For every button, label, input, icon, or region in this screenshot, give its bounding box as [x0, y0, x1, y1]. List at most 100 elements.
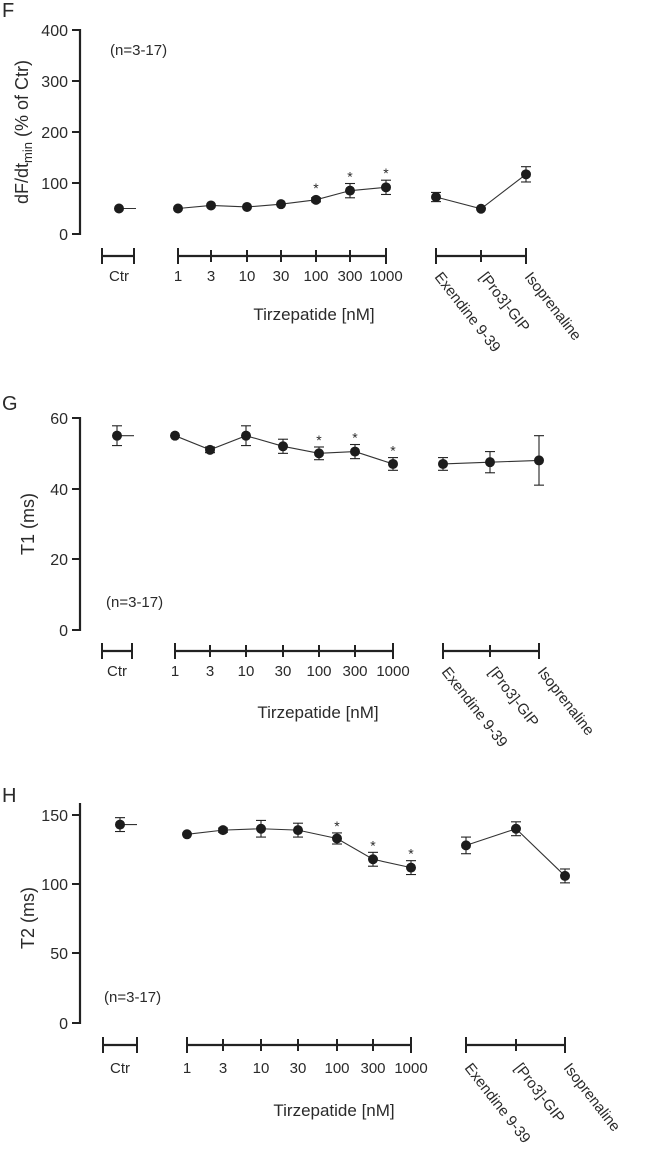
panel-h-n-label: (n=3-17) — [104, 989, 161, 1006]
panel-g-y-tick-label: 0 — [59, 623, 68, 640]
panel-h-x-tick-label-rotated: Isoprenaline — [560, 1060, 624, 1135]
panel-g-x-tick-label: 30 — [275, 663, 292, 680]
panel-g-y-axis-label: T1 (ms) — [18, 493, 38, 555]
panel-h-x-group-label: Tirzepatide [nM] — [273, 1101, 394, 1120]
data-point — [332, 833, 342, 844]
panel-f-x-tick-label: 1 — [174, 268, 182, 285]
panel-f: F (n=3-17) dF/dtmin (% of Ctr) 0 100 200… — [2, 0, 585, 356]
data-point — [182, 829, 192, 840]
panel-g-x-tick-label: Ctr — [107, 663, 127, 680]
panel-g-x-tick-label: 100 — [306, 663, 331, 680]
data-point — [311, 194, 321, 205]
data-point — [114, 203, 124, 214]
data-point — [276, 199, 286, 210]
panel-h-x-tick-label: Ctr — [110, 1060, 130, 1077]
panel-h-x-tick-label: 1 — [183, 1060, 191, 1077]
panel-f-x-tick-label: 300 — [337, 268, 362, 285]
panel-g-y-tick-label: 40 — [50, 482, 68, 499]
data-point — [278, 441, 288, 452]
data-point — [241, 430, 251, 441]
data-point — [485, 457, 495, 468]
panel-h-y-tick-label: 50 — [50, 946, 68, 963]
panel-g-y-tick-label: 60 — [50, 411, 68, 428]
data-point — [115, 819, 125, 830]
data-point — [461, 840, 471, 851]
panel-f-x-tick-label: Ctr — [109, 268, 129, 285]
panel-f-y-label-main: dF/dt — [12, 163, 32, 204]
panel-f-y-tick-label: 300 — [41, 74, 68, 91]
panel-f-y-axis-label: dF/dtmin (% of Ctr) — [12, 60, 35, 204]
data-point — [438, 458, 448, 469]
data-point — [170, 430, 180, 441]
panel-g-y-tick-label: 20 — [50, 552, 68, 569]
panel-f-data-marks: * * * — [114, 165, 531, 214]
data-point — [388, 458, 398, 469]
panel-f-letter: F — [2, 0, 14, 22]
significance-marker: * — [316, 432, 322, 448]
panel-g-x-tick-label: 10 — [238, 663, 255, 680]
data-point — [521, 169, 531, 180]
panel-f-x-group-label: Tirzepatide [nM] — [253, 305, 374, 324]
panel-f-x-tick-label: 100 — [303, 268, 328, 285]
panel-g-x-tick-label: 1 — [171, 663, 179, 680]
data-point — [406, 862, 416, 873]
panel-g-x-tick-label: 1000 — [376, 663, 409, 680]
panel-h-x-tick-label: 100 — [324, 1060, 349, 1077]
panel-f-y-tick-label: 0 — [59, 227, 68, 244]
data-point — [534, 455, 544, 466]
panel-f-x-tick-label: 1000 — [369, 268, 402, 285]
data-point — [293, 825, 303, 836]
panel-f-y-label-rest: (% of Ctr) — [12, 60, 32, 142]
panel-g-x-tick-label: 3 — [206, 663, 214, 680]
panel-g: G (n=3-17) T1 (ms) 0 20 40 60 Ctr 1 3 10… — [2, 393, 598, 751]
significance-marker: * — [352, 430, 358, 446]
panel-f-y-tick-label: 400 — [41, 23, 68, 40]
data-point — [476, 203, 486, 214]
panel-f-y-tick-label: 100 — [41, 176, 68, 193]
data-point — [560, 870, 570, 881]
significance-marker: * — [370, 837, 376, 853]
panel-g-n-label: (n=3-17) — [106, 594, 163, 611]
panel-h-letter: H — [2, 785, 16, 807]
significance-marker: * — [313, 180, 319, 196]
data-point — [314, 448, 324, 459]
panel-h-x-tick-label: 1000 — [394, 1060, 427, 1077]
data-point — [112, 430, 122, 441]
panel-f-x-tick-label-rotated: Isoprenaline — [521, 269, 585, 344]
data-point — [431, 192, 441, 203]
panel-f-x-tick-label: 3 — [207, 268, 215, 285]
data-point — [350, 446, 360, 457]
data-point — [368, 854, 378, 865]
panel-h-y-tick-label: 0 — [59, 1016, 68, 1033]
significance-marker: * — [347, 169, 353, 185]
data-point — [511, 823, 521, 834]
panel-h-data-marks: * * * — [115, 817, 570, 884]
significance-marker: * — [408, 846, 414, 862]
significance-marker: * — [334, 818, 340, 834]
panel-h-x-tick-label: 30 — [290, 1060, 307, 1077]
data-point — [173, 203, 183, 214]
panel-f-y-tick-label: 200 — [41, 125, 68, 142]
panel-g-data-marks: * * * — [112, 425, 544, 486]
panel-h-x-tick-label: 300 — [360, 1060, 385, 1077]
panel-f-n-label: (n=3-17) — [110, 42, 167, 59]
panel-f-series-line-2 — [435, 173, 527, 210]
panel-g-x-group-label: Tirzepatide [nM] — [257, 703, 378, 722]
panel-g-x-tick-label-rotated: Isoprenaline — [534, 664, 598, 739]
panel-h-x-tick-label: 10 — [253, 1060, 270, 1077]
data-point — [256, 823, 266, 834]
data-point — [218, 825, 228, 836]
data-point — [206, 200, 216, 211]
significance-marker: * — [390, 443, 396, 459]
panel-f-x-tick-label: 30 — [273, 268, 290, 285]
panel-h-y-axis-label: T2 (ms) — [18, 887, 38, 949]
data-point — [242, 201, 252, 212]
data-point — [381, 182, 391, 193]
panel-h-y-tick-label: 150 — [41, 808, 68, 825]
panel-h: H (n=3-17) T2 (ms) 0 50 100 150 Ctr 1 3 … — [2, 785, 624, 1147]
panel-f-x-tick-label: 10 — [239, 268, 256, 285]
panel-h-x-tick-label: 3 — [219, 1060, 227, 1077]
panel-f-y-label-sub: min — [20, 142, 35, 163]
panel-g-x-tick-label: 300 — [342, 663, 367, 680]
